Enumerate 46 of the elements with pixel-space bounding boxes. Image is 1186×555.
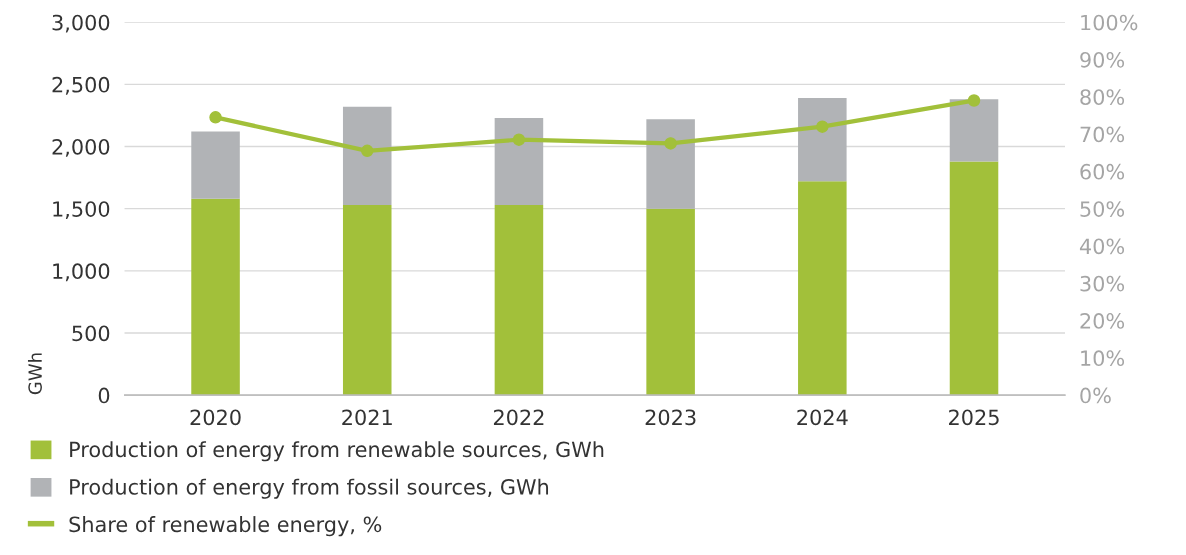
x-tick-label: 2020 <box>190 409 241 426</box>
y2-tick-label: 50% <box>1080 201 1125 217</box>
bar <box>949 99 999 162</box>
x-tick-label: 2022 <box>493 409 544 426</box>
x-tick-label: 2023 <box>645 409 696 426</box>
point <box>816 120 829 133</box>
bar <box>646 208 695 396</box>
y2-tick-label: 10% <box>1081 350 1125 367</box>
bar <box>798 181 847 396</box>
bar <box>646 119 695 209</box>
bar <box>494 204 544 396</box>
y2-tick-label: 30% <box>1080 275 1125 292</box>
bar <box>494 117 544 205</box>
point <box>209 111 222 124</box>
y2-tick-label: 100% <box>1081 14 1138 31</box>
y-axis-title: GWh <box>27 353 42 395</box>
x-tick-label: 2024 <box>797 409 848 426</box>
point <box>360 144 374 158</box>
x-tick-label: 2025 <box>949 409 999 426</box>
y-tick-label: 1,500 <box>53 201 110 220</box>
point <box>967 94 981 107</box>
y2-tick-label: 0% <box>1080 387 1111 404</box>
point <box>512 133 526 146</box>
y-tick-label: 1,000 <box>53 263 110 282</box>
y-tick-label: 2,000 <box>52 138 110 157</box>
bar <box>191 198 240 396</box>
y-tick-label: 500 <box>72 325 110 342</box>
legend-label: Share of renewable energy, % <box>69 516 382 537</box>
y2-tick-label: 40% <box>1079 238 1125 255</box>
bar <box>191 131 240 199</box>
point <box>664 137 677 150</box>
bar <box>342 204 392 396</box>
y2-tick-label: 70% <box>1080 126 1125 143</box>
y2-tick-label: 80% <box>1080 89 1125 105</box>
y-tick-label: 3,000 <box>52 14 110 33</box>
y-tick-label: 2,500 <box>52 76 110 95</box>
bar <box>798 98 847 182</box>
bar <box>342 106 392 205</box>
y-tick-label: 0 <box>98 387 110 404</box>
legend-label: Production of energy from fossil sources, GWh <box>70 478 549 499</box>
legend-label: Production of energy from renewable sources, GWh <box>70 441 604 462</box>
x-tick-label: 2021 <box>342 409 392 426</box>
y2-tick-label: 90% <box>1080 51 1125 68</box>
bar <box>949 161 999 396</box>
y2-tick-label: 20% <box>1080 313 1125 329</box>
y2-tick-label: 60% <box>1080 163 1125 180</box>
